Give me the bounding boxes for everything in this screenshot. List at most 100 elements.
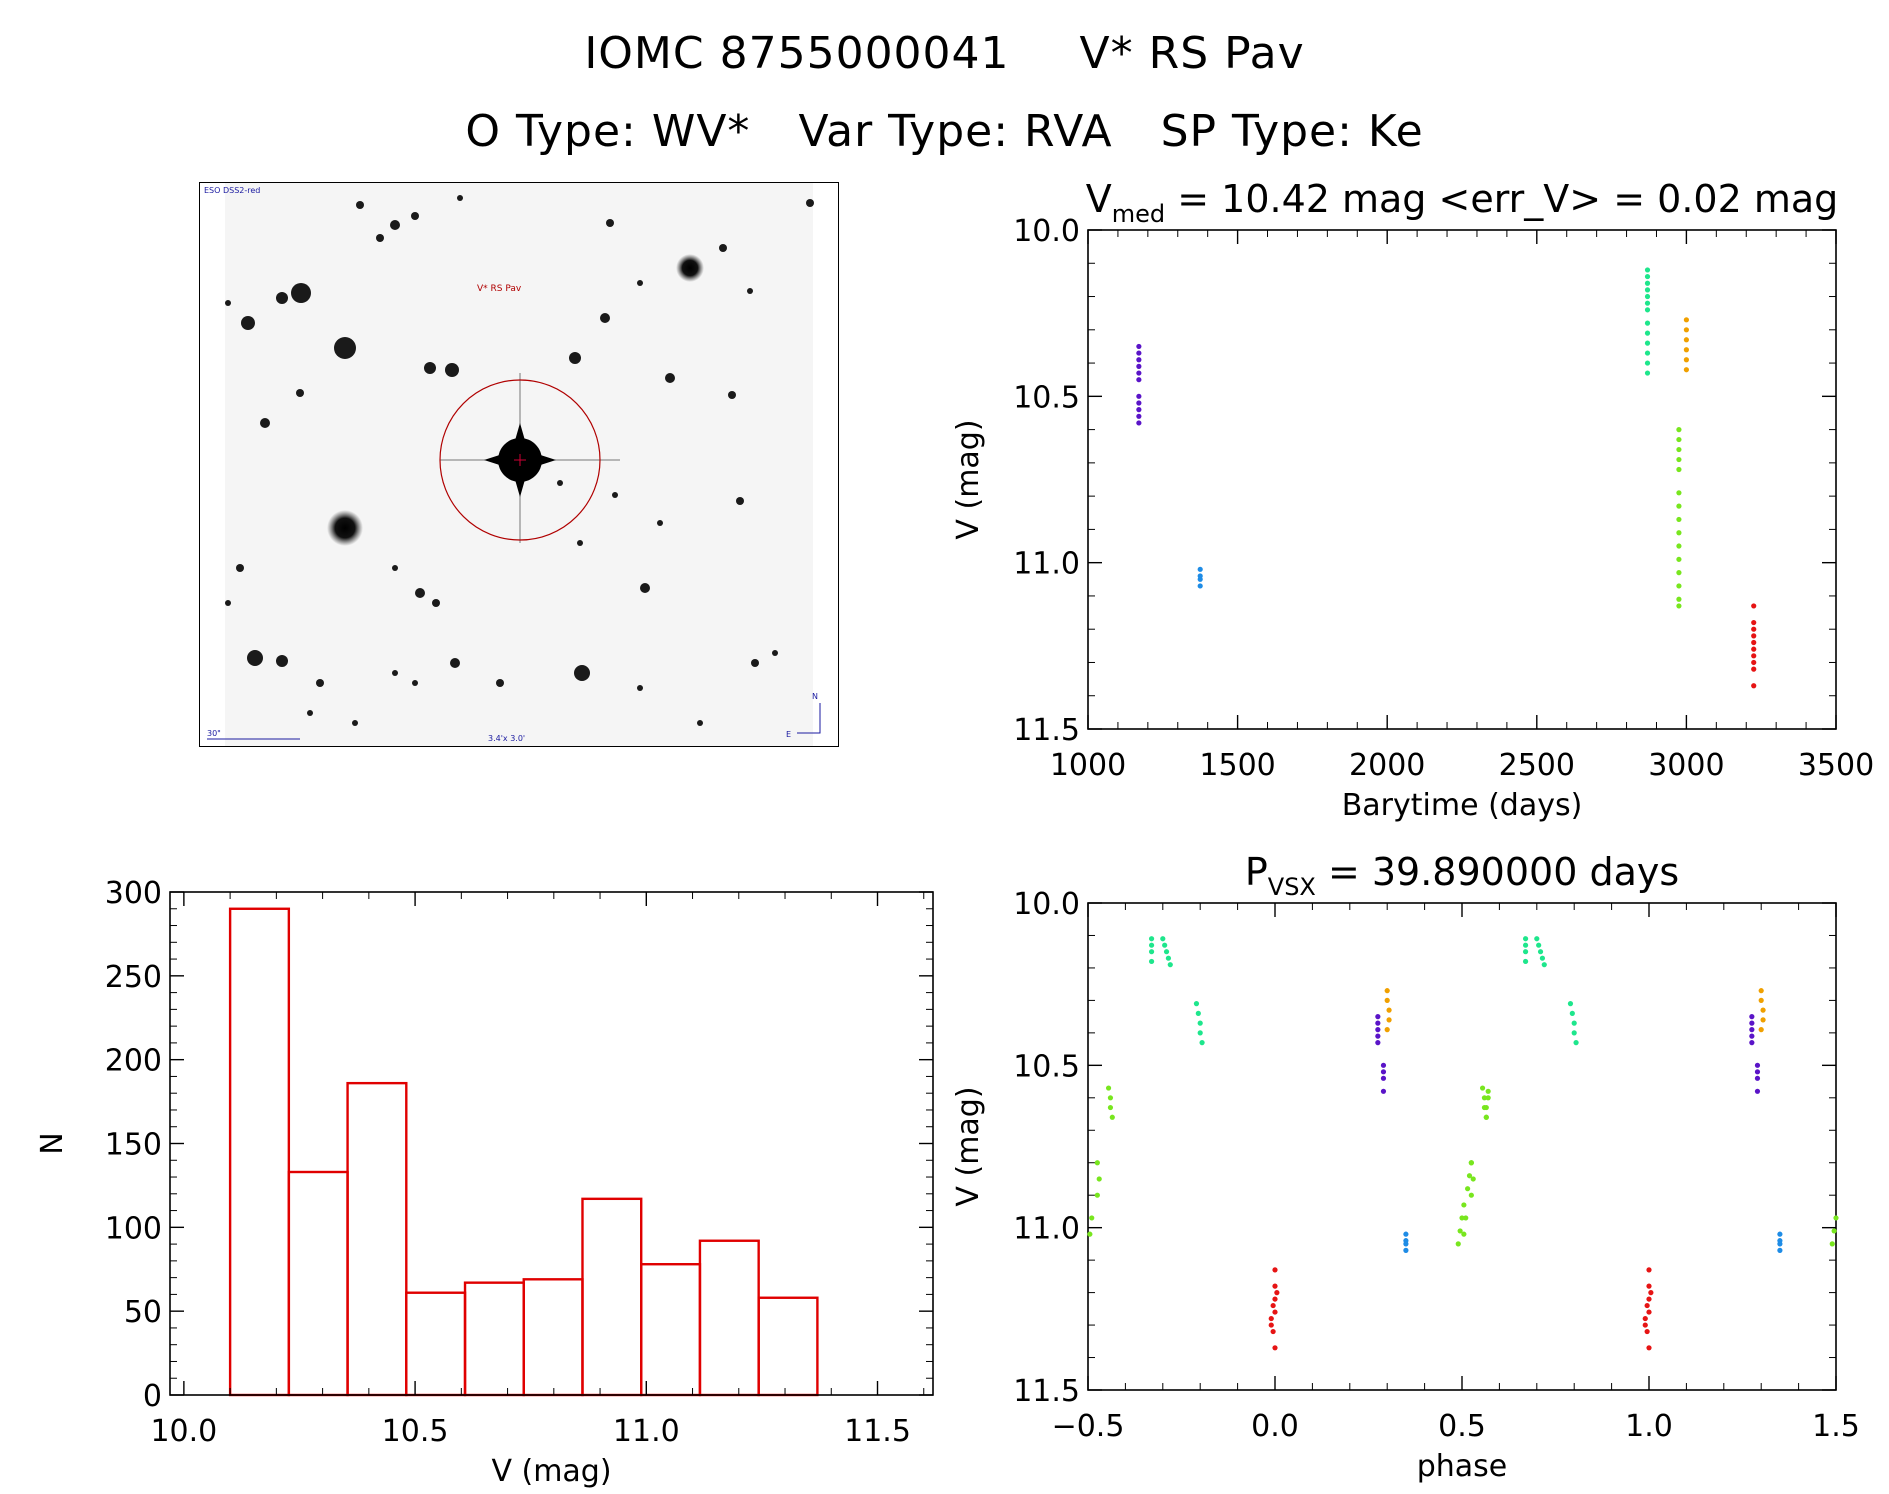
- data-point: [1162, 942, 1168, 948]
- data-point: [1403, 1247, 1409, 1253]
- data-point: [1642, 1315, 1648, 1322]
- histogram-bar: [287, 1170, 349, 1397]
- data-point: [1457, 1228, 1463, 1234]
- x-tick-label: 11.0: [613, 1414, 680, 1449]
- x-tick-label: 1500: [1199, 748, 1275, 783]
- data-point: [1195, 1010, 1201, 1016]
- data-point: [1087, 1231, 1093, 1237]
- data-point: [1481, 1095, 1488, 1101]
- field-star: [415, 588, 425, 598]
- data-point: [1676, 427, 1682, 433]
- star-id: IOMC 8755000041: [584, 28, 1010, 79]
- field-star: [352, 720, 358, 726]
- data-point: [1644, 360, 1651, 366]
- field-star: [657, 520, 663, 526]
- x-tick-label: 2500: [1499, 748, 1575, 783]
- data-point: [1193, 1001, 1200, 1007]
- data-point: [1751, 619, 1757, 626]
- data-point: [1197, 583, 1203, 589]
- field-star: [569, 352, 581, 364]
- data-point: [1270, 1328, 1276, 1335]
- x-tick-label: 1.5: [1812, 1409, 1860, 1444]
- data-point: [1676, 503, 1682, 509]
- variability-type: Var Type: RVA: [798, 106, 1113, 157]
- data-point: [1644, 273, 1651, 280]
- field-star: [496, 679, 504, 687]
- data-point: [1160, 936, 1166, 942]
- data-point: [1644, 330, 1651, 336]
- data-point: [1136, 357, 1142, 363]
- field-star: [719, 244, 727, 252]
- data-point: [1571, 1020, 1577, 1026]
- data-point: [1380, 1088, 1387, 1094]
- data-point: [1272, 1345, 1278, 1351]
- data-point: [1403, 1231, 1409, 1237]
- data-point: [1754, 1075, 1761, 1081]
- field-star: [247, 650, 263, 666]
- data-point: [1749, 1014, 1755, 1020]
- field-star: [334, 337, 356, 359]
- data-point: [1831, 1228, 1837, 1234]
- data-point: [1676, 490, 1682, 496]
- data-point: [1676, 543, 1682, 549]
- field-star: [392, 565, 398, 571]
- data-point: [1136, 363, 1142, 369]
- histogram-bar: [522, 1278, 584, 1397]
- spectral-type: SP Type: Ke: [1160, 106, 1424, 157]
- data-point: [1384, 997, 1390, 1004]
- y-tick-label: 100: [105, 1211, 162, 1246]
- field-star: [574, 665, 590, 681]
- y-tick-label: 11.5: [1013, 1374, 1080, 1409]
- data-point: [1522, 958, 1529, 965]
- field-star: [557, 480, 563, 486]
- field-star: [676, 254, 704, 282]
- field-stars: [225, 195, 814, 726]
- histogram-bar: [463, 1281, 525, 1397]
- data-point: [1199, 1040, 1205, 1046]
- data-point: [1683, 357, 1689, 363]
- data-point: [1676, 556, 1682, 562]
- data-point: [1272, 1267, 1278, 1273]
- data-point: [1536, 942, 1542, 948]
- data-point: [1197, 576, 1203, 582]
- data-point: [1676, 456, 1682, 463]
- data-point: [1749, 1040, 1755, 1046]
- size-label: 3.4'x 3.0': [488, 734, 525, 743]
- x-tick-label: 3500: [1798, 748, 1874, 783]
- y-tick-label: 10.5: [1013, 380, 1080, 415]
- data-point: [1751, 626, 1757, 632]
- compass-icon: [797, 703, 821, 734]
- data-point: [1468, 1192, 1474, 1198]
- data-point: [1136, 413, 1142, 419]
- y-axis-label: N: [35, 1132, 70, 1154]
- y-tick-label: 150: [105, 1128, 162, 1163]
- data-point: [1522, 949, 1529, 955]
- data-point: [1758, 1027, 1764, 1033]
- field-star: [392, 670, 398, 676]
- data-point: [1136, 370, 1142, 376]
- data-point: [1274, 1290, 1280, 1296]
- x-tick-label: 1000: [1050, 748, 1126, 783]
- finder-chart-image: ESO DSS2-red V* RS Pav 30" 3.4'x 3.0' N …: [199, 182, 839, 747]
- data-point: [1758, 988, 1764, 994]
- data-point: [1751, 603, 1757, 609]
- data-point: [1676, 596, 1682, 602]
- field-star: [356, 201, 364, 209]
- data-point: [1380, 1069, 1387, 1075]
- field-star: [637, 685, 643, 691]
- target-ring: [439, 379, 601, 541]
- data-point: [1676, 570, 1682, 576]
- x-tick-label: 0.0: [1251, 1409, 1299, 1444]
- histogram-bar: [346, 1081, 408, 1397]
- data-point: [1384, 988, 1390, 994]
- data-point: [1754, 1069, 1761, 1075]
- y-tick-label: 10.5: [1013, 1049, 1080, 1084]
- data-point: [1644, 1328, 1650, 1335]
- phase-curve-plot: −0.5 0.0 0.5 1.0 1.5 10.0 10.5 11.0 11.5 phase V (…: [951, 850, 1860, 1484]
- data-point: [1683, 317, 1689, 323]
- field-star: [747, 288, 753, 294]
- data-point: [1375, 1020, 1381, 1026]
- histogram-bar: [640, 1263, 702, 1397]
- data-point: [1751, 653, 1757, 659]
- histogram-bar: [757, 1296, 819, 1397]
